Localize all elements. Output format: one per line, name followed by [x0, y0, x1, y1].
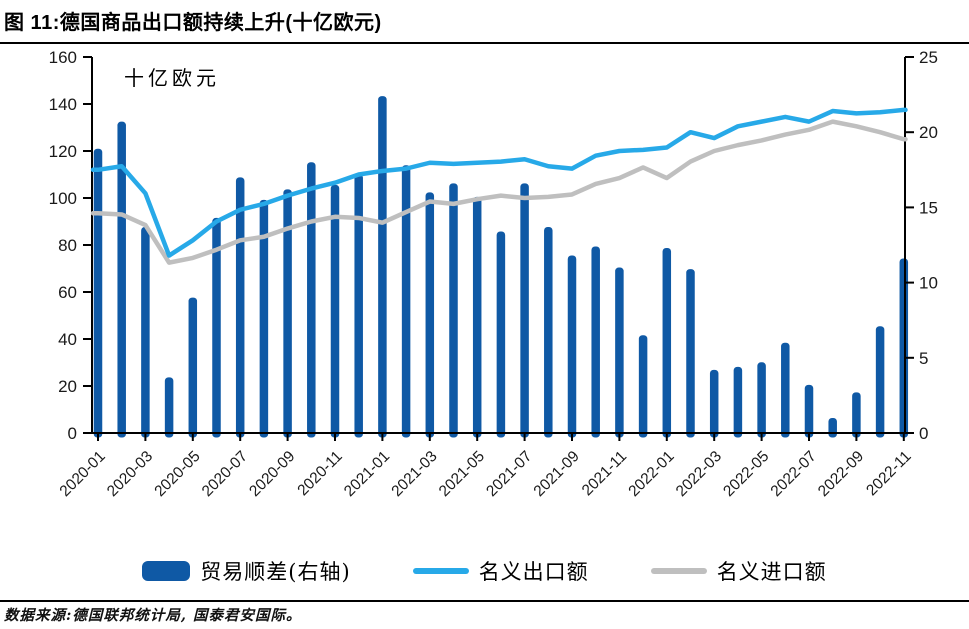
surplus-bar: [781, 342, 790, 438]
imports-line-swatch: [650, 568, 707, 574]
left-axis-label: 40: [58, 330, 77, 349]
legend-label-trade-surplus: 贸易顺差(右轴): [200, 560, 351, 584]
figure-title: 图 11:德国商品出口额持续上升(十亿欧元): [4, 12, 382, 34]
exports-line-swatch: [412, 568, 469, 574]
surplus-bar: [733, 366, 743, 438]
surplus-bar: [544, 226, 553, 438]
right-axis-label: 20: [919, 123, 938, 142]
surplus-bar: [425, 192, 435, 438]
right-axis-label: 0: [919, 424, 928, 443]
x-tick-label: 2020-09: [246, 448, 298, 500]
surplus-bar: [259, 199, 269, 438]
left-axis-label: 120: [49, 142, 77, 161]
surplus-bar: [235, 177, 245, 438]
x-tick-label: 2022-01: [625, 448, 677, 500]
surplus-bar: [401, 165, 411, 438]
surplus-bar: [804, 384, 814, 438]
exports-line: [90, 107, 908, 258]
surplus-bar: [307, 162, 316, 438]
surplus-bar: [709, 369, 719, 438]
x-tick-label: 2021-03: [388, 448, 440, 500]
legend-label-exports: 名义出口额: [478, 560, 589, 584]
x-tick-label: 2020-07: [199, 448, 251, 500]
left-axis-label: 140: [49, 95, 77, 114]
x-tick-label: 2020-03: [104, 448, 156, 500]
legend-item-exports: 名义出口额: [412, 556, 589, 586]
surplus-bar: [354, 174, 363, 438]
right-axis-label: 5: [919, 349, 928, 368]
surplus-bar: [852, 392, 861, 438]
surplus-bar: [188, 297, 198, 438]
x-tick-label: 2020-01: [57, 448, 109, 500]
x-tick-label: 2022-03: [673, 448, 725, 500]
surplus-bar: [117, 121, 126, 438]
surplus-bar: [899, 258, 909, 438]
surplus-bar: [686, 269, 695, 438]
x-tick-label: 2022-05: [720, 448, 772, 500]
surplus-bar: [662, 248, 672, 438]
left-axis-label: 0: [68, 424, 77, 443]
x-tick-label: 2022-09: [815, 448, 867, 500]
surplus-bar: [472, 196, 482, 438]
chart-legend: 贸易顺差(右轴) 名义出口额 名义进口额: [0, 556, 969, 586]
legend-label-imports: 名义进口额: [716, 560, 827, 584]
trade-surplus-swatch: [142, 561, 191, 581]
right-axis-label: 25: [919, 48, 938, 67]
surplus-bar: [638, 335, 648, 438]
legend-item-trade-surplus: 贸易顺差(右轴): [142, 556, 350, 586]
surplus-bar: [378, 96, 387, 438]
trade-chart: 十亿欧元 160 140 120 100 80 60 40 20 0 25 20 15 10 5 0 2020-…: [49, 48, 938, 500]
surplus-bar: [567, 255, 577, 438]
surplus-bar: [212, 217, 221, 438]
x-tick-label: 2021-11: [579, 448, 630, 499]
surplus-bar: [591, 246, 600, 438]
left-axis-label: 80: [58, 236, 77, 255]
surplus-bar: [449, 183, 458, 438]
surplus-bar: [757, 362, 766, 438]
surplus-bar: [615, 267, 624, 438]
legend-item-imports: 名义进口额: [650, 556, 827, 586]
x-tick-label: 2020-11: [294, 448, 345, 499]
x-tick-label: 2021-05: [436, 448, 488, 500]
right-axis-label: 15: [919, 198, 938, 217]
surplus-bar: [283, 189, 292, 438]
data-source: 数据来源:德国联邦统计局, 国泰君安国际。: [4, 607, 302, 624]
surplus-bar: [875, 326, 885, 438]
left-axis-label: 160: [49, 48, 77, 67]
surplus-bar: [496, 231, 506, 438]
surplus-bar: [520, 183, 529, 438]
x-tick-label: 2022-11: [863, 448, 914, 499]
surplus-bar: [828, 417, 837, 438]
x-tick-label: 2020-05: [151, 448, 203, 500]
left-axis-label: 20: [58, 377, 77, 396]
title-divider: [0, 42, 969, 45]
x-tick-label: 2021-01: [341, 448, 393, 500]
surplus-bar: [330, 184, 340, 438]
x-tick-label: 2021-09: [531, 448, 583, 500]
footer-divider: [0, 600, 969, 602]
right-axis-label: 10: [919, 274, 938, 293]
left-axis-label: 60: [58, 283, 77, 302]
x-tick-label: 2022-07: [768, 448, 820, 500]
x-tick-label: 2021-07: [483, 448, 535, 500]
left-axis-label: 100: [49, 189, 77, 208]
imports-line: [90, 119, 908, 265]
surplus-bar: [93, 148, 103, 438]
surplus-bar: [164, 377, 174, 438]
unit-annotation: 十亿欧元: [124, 66, 220, 90]
surplus-bar: [141, 226, 150, 438]
